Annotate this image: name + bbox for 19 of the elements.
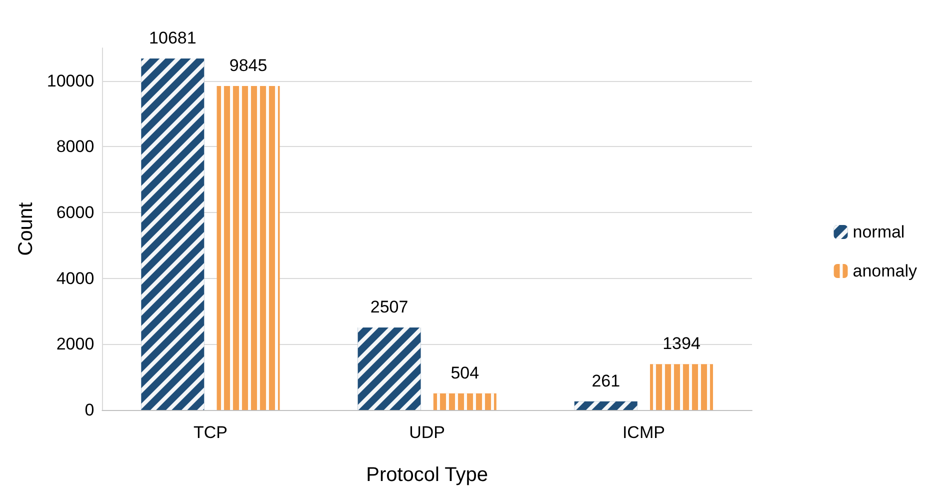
x-tick-label: TCP [193,423,228,442]
y-tick-label: 6000 [56,203,94,222]
data-label: 504 [450,363,480,382]
y-tick-label: 10000 [46,71,94,90]
y-tick-label: 4000 [56,268,94,288]
data-label: 2507 [370,297,408,316]
data-label: 9845 [229,56,268,76]
legend-label: anomaly [852,262,918,280]
data-label: 261 [592,371,620,390]
y-axis-title: Count [15,202,37,256]
data-label: 1394 [662,334,700,354]
legend-label: normal [852,222,905,242]
x-tick-label: ICMP [622,423,665,442]
y-tick-label: 2000 [56,334,94,354]
y-tick-label: 8000 [56,137,94,156]
data-label: 10681 [149,28,196,48]
x-tick-label: UDP [409,423,446,442]
x-axis-title: Protocol Type [366,464,488,486]
y-tick-label: 0 [84,400,94,420]
